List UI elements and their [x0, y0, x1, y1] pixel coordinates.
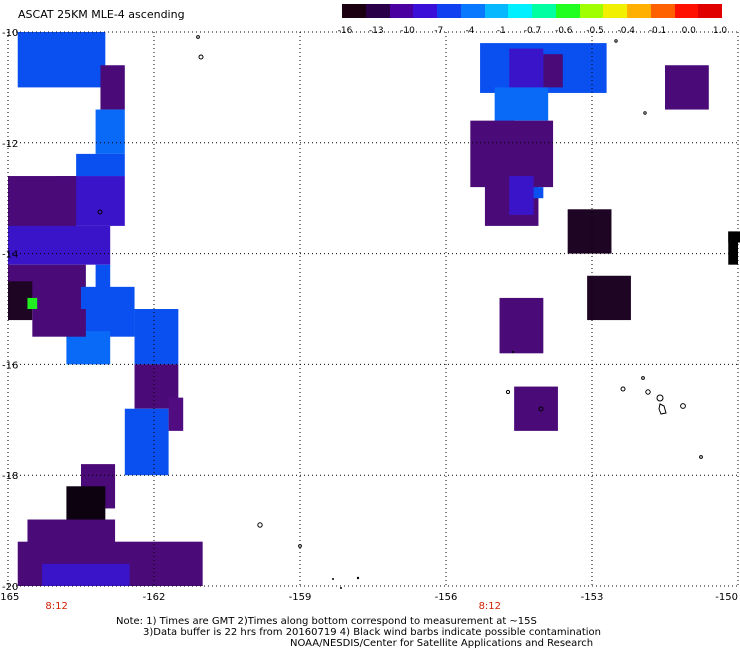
colorbar-segment — [437, 4, 461, 18]
colorbar-tick-label: -16 — [337, 26, 353, 36]
island — [643, 111, 647, 115]
wind-cell — [32, 309, 86, 337]
island — [340, 587, 342, 589]
longitude-label: -153 — [581, 592, 604, 603]
wind-data-cells — [8, 32, 740, 586]
colorbar-segment — [413, 4, 437, 18]
island — [257, 522, 263, 528]
colorbar-tick-labels: -16 -13 -10 -7 -4 -1 -0.7 -0.6 -0.5 -0.4 -0.1 0.0 1.… — [0, 26, 740, 40]
latitude-label: -20 — [2, 582, 18, 593]
island — [641, 376, 645, 380]
colorbar-segment — [342, 4, 366, 18]
island — [298, 544, 302, 548]
colorbar-segment — [579, 4, 604, 18]
wind-cell — [42, 563, 130, 586]
lat-lon-gridlines — [7, 31, 739, 587]
colorbar-segment — [389, 4, 414, 18]
wind-cell — [499, 297, 544, 354]
longitude-label: -165 — [0, 592, 19, 603]
time-label: 8:12 — [45, 601, 67, 612]
colorbar-tick-label: -0.4 — [617, 26, 636, 36]
footer-note-2: 3)Data buffer is 22 hrs from 20160719 4)… — [143, 627, 601, 638]
island — [680, 403, 686, 409]
island-outlines — [97, 35, 703, 589]
wind-cell — [494, 87, 549, 121]
island — [198, 54, 204, 60]
colorbar-segment — [460, 4, 485, 18]
island — [356, 576, 360, 580]
wind-cell — [665, 65, 709, 110]
colorbar-segment — [555, 4, 580, 18]
wind-cell — [81, 286, 135, 337]
colorbar-segment — [484, 4, 509, 18]
latitude-label: -12 — [2, 139, 18, 150]
wind-cell — [514, 386, 558, 431]
colorbar-tick-label: -13 — [368, 26, 384, 36]
longitude-label: -162 — [143, 592, 166, 603]
wind-cell — [27, 297, 38, 309]
wind-cell — [95, 109, 125, 154]
wind-cell — [100, 65, 125, 110]
colorbar-tick-label: -0.5 — [586, 26, 604, 36]
wind-cell — [567, 209, 612, 254]
colorbar-tick-label: 0.0 — [681, 26, 696, 36]
wind-cell — [76, 153, 125, 177]
colorbar-tick-label: -0.6 — [554, 26, 573, 36]
colorbar-segment — [532, 4, 556, 18]
island — [97, 209, 103, 215]
island — [332, 578, 334, 580]
colorbar-segment — [603, 4, 627, 18]
island — [512, 351, 514, 353]
wind-cell — [17, 32, 106, 88]
island — [196, 35, 200, 39]
latitude-label: -18 — [2, 471, 18, 482]
wind-cell — [8, 225, 111, 265]
map-title: ASCAT 25KM MLE-4 ascending — [18, 8, 185, 21]
colorbar-tick-label: -4 — [465, 26, 475, 36]
wind-cell — [134, 309, 179, 365]
longitude-labels: -165 -162 -159 -156 -153 -150 — [0, 592, 738, 603]
island — [645, 389, 651, 395]
wind-cell — [587, 275, 631, 321]
island — [656, 394, 664, 402]
colorbar-tick-label: -7 — [434, 26, 444, 36]
footer-credit: NOAA/NESDIS/Center for Satellite Applica… — [290, 638, 594, 649]
colorbar-segment — [365, 4, 390, 18]
colorbar-segment — [627, 4, 651, 18]
island — [614, 39, 618, 43]
wind-cell — [728, 231, 738, 265]
island — [658, 403, 667, 415]
island — [620, 386, 626, 392]
colorbar-segment — [698, 4, 722, 18]
latitude-label: -16 — [2, 360, 18, 371]
time-labels: 8:12 8:12 — [45, 601, 501, 612]
colorbar — [342, 4, 722, 18]
latitude-label: -10 — [2, 28, 18, 39]
colorbar-segment — [650, 4, 675, 18]
longitude-label: -156 — [435, 592, 458, 603]
colorbar-tick-label: -1 — [496, 26, 506, 36]
time-label: 8:12 — [479, 601, 501, 612]
wind-cell — [124, 408, 169, 476]
wind-cell — [509, 176, 534, 215]
colorbar-segment — [674, 4, 699, 18]
island — [538, 406, 544, 412]
longitude-label: -159 — [289, 592, 312, 603]
wind-cell — [543, 54, 563, 88]
colorbar-tick-label: -0.1 — [648, 26, 667, 36]
footer-note-1: Note: 1) Times are GMT 2)Times along bot… — [116, 616, 537, 627]
latitude-label: -14 — [2, 250, 18, 261]
island — [505, 389, 511, 395]
island — [699, 455, 703, 459]
wind-cell — [66, 486, 106, 526]
colorbar-tick-label: -0.7 — [523, 26, 542, 36]
longitude-label: -150 — [715, 592, 738, 603]
colorbar-tick-label: 1.0 — [712, 26, 728, 36]
colorbar-segment — [508, 4, 532, 18]
wind-cell — [533, 187, 544, 199]
wind-cell — [168, 397, 184, 431]
colorbar-tick-label: -10 — [400, 26, 415, 36]
latitude-labels: -10 -12 -14 -16 -18 -20 — [2, 28, 18, 593]
